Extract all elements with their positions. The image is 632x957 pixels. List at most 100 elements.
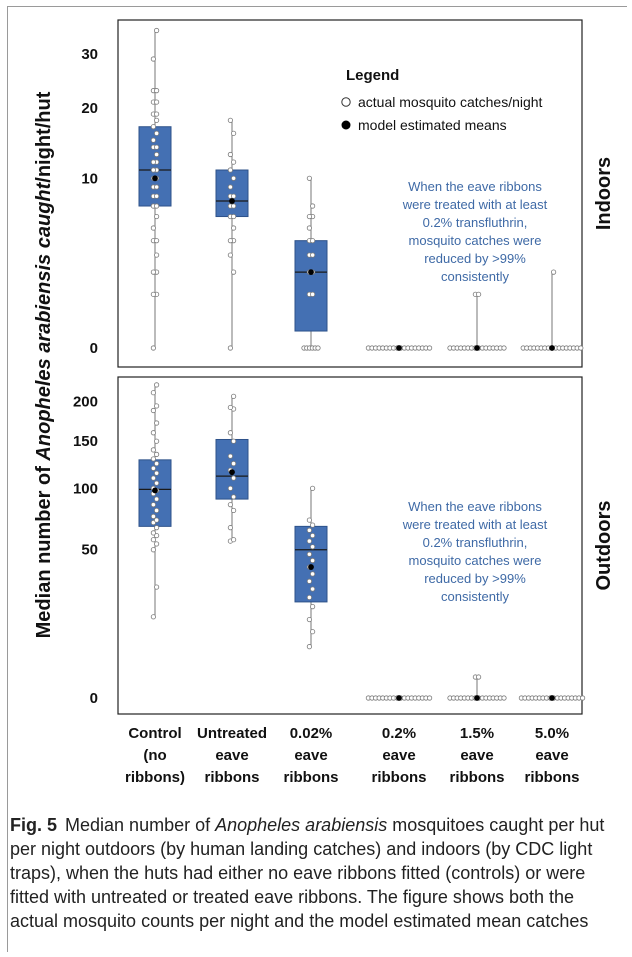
observation-point xyxy=(150,430,156,436)
observation-point xyxy=(306,578,312,584)
observation-point xyxy=(227,485,233,491)
observation-point xyxy=(227,238,233,244)
observation-point xyxy=(306,616,312,623)
observation-point xyxy=(309,291,316,297)
box-group xyxy=(138,27,172,351)
observation-point xyxy=(315,345,321,351)
observation-point xyxy=(154,203,160,209)
observation-point xyxy=(150,225,156,231)
annotation-line: 0.2% transfluthrin, xyxy=(423,215,528,230)
observation-point xyxy=(154,584,160,590)
observation-point xyxy=(309,557,316,564)
observation-point xyxy=(231,269,237,275)
model-mean-point xyxy=(152,175,158,182)
category-label: 0.02% eave ribbons xyxy=(284,725,339,786)
annotation-line: When the eave ribbons xyxy=(408,179,542,194)
observation-point xyxy=(150,56,156,62)
observation-point xyxy=(231,475,237,481)
observation-point xyxy=(150,390,156,396)
observation-point xyxy=(154,117,160,123)
annotation-line: consistently xyxy=(441,269,509,284)
legend: Legend actual mosquito catches/night model… xyxy=(341,67,543,133)
legend-marker-filled xyxy=(341,120,351,130)
box xyxy=(138,126,172,207)
observation-point xyxy=(154,144,160,150)
observation-point xyxy=(150,407,156,414)
category-label-line: eave xyxy=(535,747,568,764)
annotation-line: 0.2% transfluthrin, xyxy=(423,535,528,550)
observation-point xyxy=(231,130,237,136)
observation-point xyxy=(550,269,557,275)
observation-point xyxy=(227,151,233,158)
observation-point xyxy=(306,213,312,220)
observation-point xyxy=(150,269,156,275)
observation-point xyxy=(154,151,160,158)
observation-point xyxy=(309,586,316,592)
observation-point xyxy=(227,502,233,508)
observation-point xyxy=(150,456,156,462)
y-tick-label: 0 xyxy=(90,340,98,357)
observation-point xyxy=(150,502,156,508)
box-group xyxy=(365,695,433,701)
observation-point xyxy=(231,537,237,543)
annotation-line: mosquito catches were xyxy=(409,233,542,248)
caption-text-end: mosquitoes caught per hut per night outd… xyxy=(10,815,605,931)
observation-point xyxy=(306,225,312,231)
observation-point xyxy=(309,522,316,528)
panel-indoors: 0 10 20 30 Indoors When the eave ribbons were … xyxy=(81,19,615,368)
observation-point xyxy=(501,695,507,701)
box-group xyxy=(365,345,433,351)
observation-point xyxy=(154,420,160,426)
observation-point xyxy=(578,345,584,351)
model-mean-point xyxy=(474,345,480,351)
observation-point xyxy=(154,470,160,476)
category-label-line: Control xyxy=(128,725,181,742)
annotation-line: mosquito catches were xyxy=(409,553,542,568)
annotation-line: reduced by >99% xyxy=(424,571,526,586)
figure-frame xyxy=(7,6,627,952)
y-tick-label: 150 xyxy=(73,433,98,450)
panel-annotation: When the eave ribbons were treated with a… xyxy=(402,499,548,604)
observation-point xyxy=(150,465,156,471)
observation-point xyxy=(231,213,237,220)
observation-point xyxy=(227,404,233,411)
observation-point xyxy=(154,507,160,514)
box-group xyxy=(215,117,249,351)
observation-point xyxy=(154,27,160,34)
legend-item-label: model estimated means xyxy=(358,117,507,133)
box-group xyxy=(138,382,172,620)
observation-point xyxy=(231,159,237,165)
category-label-line: eave xyxy=(215,747,248,764)
observation-point xyxy=(227,453,233,459)
observation-point xyxy=(227,117,233,123)
observation-point xyxy=(150,137,156,143)
observation-point xyxy=(309,252,316,258)
observation-point xyxy=(475,674,482,680)
observation-point xyxy=(150,291,156,297)
observation-point xyxy=(227,184,233,190)
category-label-line: 1.5% xyxy=(460,725,494,742)
annotation-line: were treated with at least xyxy=(402,197,548,212)
category-label: 1.5% eave ribbons xyxy=(450,725,505,786)
observation-point xyxy=(150,447,156,453)
observation-point xyxy=(309,629,316,635)
observation-point xyxy=(231,193,237,199)
annotation-line: When the eave ribbons xyxy=(408,499,542,514)
panel-label: Outdoors xyxy=(593,501,615,591)
observation-point xyxy=(150,159,156,165)
y-tick-label: 0 xyxy=(90,690,98,707)
box-group xyxy=(294,485,328,650)
observation-point xyxy=(150,547,156,553)
observation-point xyxy=(579,695,586,701)
category-label-line: eave xyxy=(460,747,493,764)
observation-point xyxy=(306,517,312,523)
observation-point xyxy=(154,532,160,539)
observation-point xyxy=(154,382,160,388)
observation-point xyxy=(154,111,160,117)
model-mean-point xyxy=(549,345,555,351)
annotation-line: were treated with at least xyxy=(402,517,548,532)
observation-point xyxy=(306,644,312,650)
model-mean-point xyxy=(474,695,480,701)
y-tick-label: 200 xyxy=(73,393,98,410)
model-mean-point xyxy=(308,269,314,276)
